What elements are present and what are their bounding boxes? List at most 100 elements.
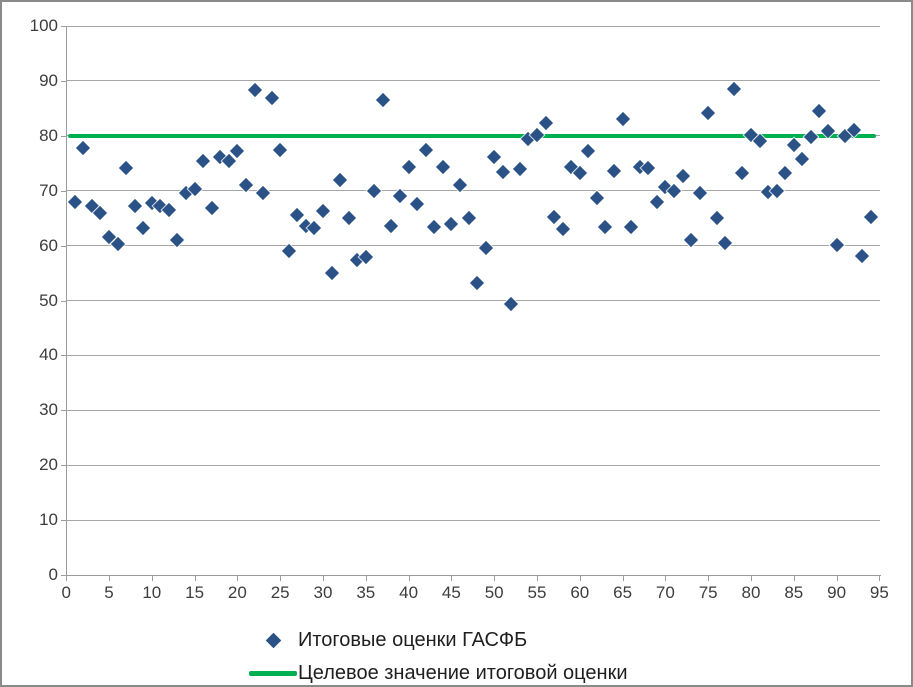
- x-axis-tick: [451, 576, 453, 581]
- y-tick-label: 10: [39, 510, 58, 530]
- scatter-point: [803, 130, 818, 145]
- x-tick-label: 95: [869, 583, 889, 602]
- scatter-point: [504, 296, 519, 311]
- x-tick-label: 55: [527, 583, 547, 602]
- scatter-point: [435, 159, 450, 174]
- y-gridline: [66, 80, 880, 82]
- y-gridline: [66, 464, 880, 466]
- x-tick-label: 35: [356, 583, 376, 602]
- scatter-point: [367, 184, 382, 199]
- x-tick-label: 20: [227, 583, 247, 602]
- scatter-point: [341, 210, 356, 225]
- x-axis-tick: [323, 576, 324, 581]
- diamond-marker-icon: [265, 632, 281, 649]
- x-tick-label: 50: [484, 583, 504, 602]
- scatter-point: [410, 196, 425, 211]
- scatter-point: [786, 137, 801, 152]
- x-tick-label: 60: [570, 583, 590, 602]
- scatter-point: [315, 203, 331, 219]
- x-axis-tick: [751, 576, 752, 581]
- scatter-point: [196, 153, 211, 169]
- scatter-point: [487, 149, 502, 164]
- x-axis-tick: [537, 576, 538, 581]
- y-axis-tick: [61, 410, 66, 412]
- scatter-point: [829, 237, 844, 253]
- scatter-point: [324, 265, 339, 281]
- x-axis-tick: [836, 576, 838, 581]
- x-tick-label: 75: [698, 583, 718, 602]
- x-tick-label: 5: [104, 583, 114, 602]
- x-axis-tick: [622, 576, 624, 581]
- y-axis-line: [66, 26, 67, 575]
- y-tick-label: 0: [48, 565, 58, 584]
- y-gridline: [66, 409, 880, 411]
- scatter-point: [67, 194, 82, 209]
- x-tick-label: 70: [655, 583, 675, 602]
- scatter-point: [855, 248, 870, 264]
- scatter-point: [589, 190, 604, 205]
- scatter-point: [273, 142, 288, 158]
- scatter-point: [136, 220, 151, 236]
- x-tick-label: 80: [741, 583, 761, 602]
- scatter-point: [461, 211, 476, 226]
- scatter-point: [495, 164, 510, 180]
- scatter-point: [581, 144, 596, 159]
- scatter-point: [769, 184, 784, 199]
- scatter-point: [256, 186, 271, 201]
- x-tick-label: 65: [613, 583, 633, 602]
- scatter-point: [76, 141, 91, 156]
- scatter-point: [778, 165, 793, 180]
- x-axis-tick: [408, 576, 410, 581]
- y-axis-tick: [61, 355, 66, 357]
- x-tick-label: 45: [441, 583, 461, 602]
- x-axis-tick: [237, 576, 239, 581]
- y-gridline: [66, 354, 880, 356]
- y-tick-label: 90: [39, 70, 58, 90]
- x-axis-tick: [708, 576, 710, 581]
- scatter-point: [547, 209, 562, 225]
- y-tick-label: 70: [39, 180, 58, 200]
- scatter-point: [427, 219, 442, 234]
- y-gridline: [66, 190, 880, 192]
- x-axis-tick: [151, 576, 153, 581]
- scatter-point: [375, 92, 390, 107]
- x-axis-tick: [109, 576, 110, 581]
- scatter-point: [795, 152, 810, 167]
- scatter-point: [127, 198, 142, 214]
- scatter-point: [606, 164, 622, 179]
- scatter-point: [470, 275, 485, 290]
- x-axis-tick: [665, 576, 667, 581]
- y-tick-label: 40: [39, 345, 58, 365]
- y-tick-label: 100: [29, 16, 58, 35]
- y-tick-label: 30: [39, 400, 58, 420]
- y-gridline: [66, 25, 880, 27]
- x-axis-tick: [365, 576, 367, 581]
- scatter-point: [247, 83, 262, 98]
- y-axis-tick: [61, 245, 66, 247]
- scatter-point: [444, 216, 459, 231]
- scatter-point: [675, 169, 690, 184]
- scatter-point: [726, 81, 741, 96]
- scatter-point: [401, 160, 416, 175]
- y-gridline: [66, 245, 880, 247]
- x-tick-label: 10: [142, 583, 162, 602]
- y-tick-label: 60: [39, 235, 58, 255]
- scatter-point: [555, 222, 570, 237]
- y-tick-label: 20: [39, 455, 58, 475]
- x-axis-tick: [194, 576, 196, 581]
- scatter-point: [418, 142, 433, 158]
- y-axis-tick: [61, 26, 66, 27]
- scatter-point: [624, 219, 639, 234]
- y-axis-tick: [61, 575, 66, 576]
- scatter-point: [812, 103, 827, 118]
- x-axis-tick: [793, 576, 795, 581]
- scatter-point: [204, 200, 219, 215]
- x-axis-tick: [579, 576, 581, 581]
- scatter-point: [863, 209, 878, 225]
- scatter-point: [290, 208, 305, 223]
- scatter-point: [512, 161, 527, 176]
- scatter-point: [692, 186, 707, 201]
- x-tick-label: 30: [313, 583, 333, 602]
- x-axis-tick: [280, 576, 282, 581]
